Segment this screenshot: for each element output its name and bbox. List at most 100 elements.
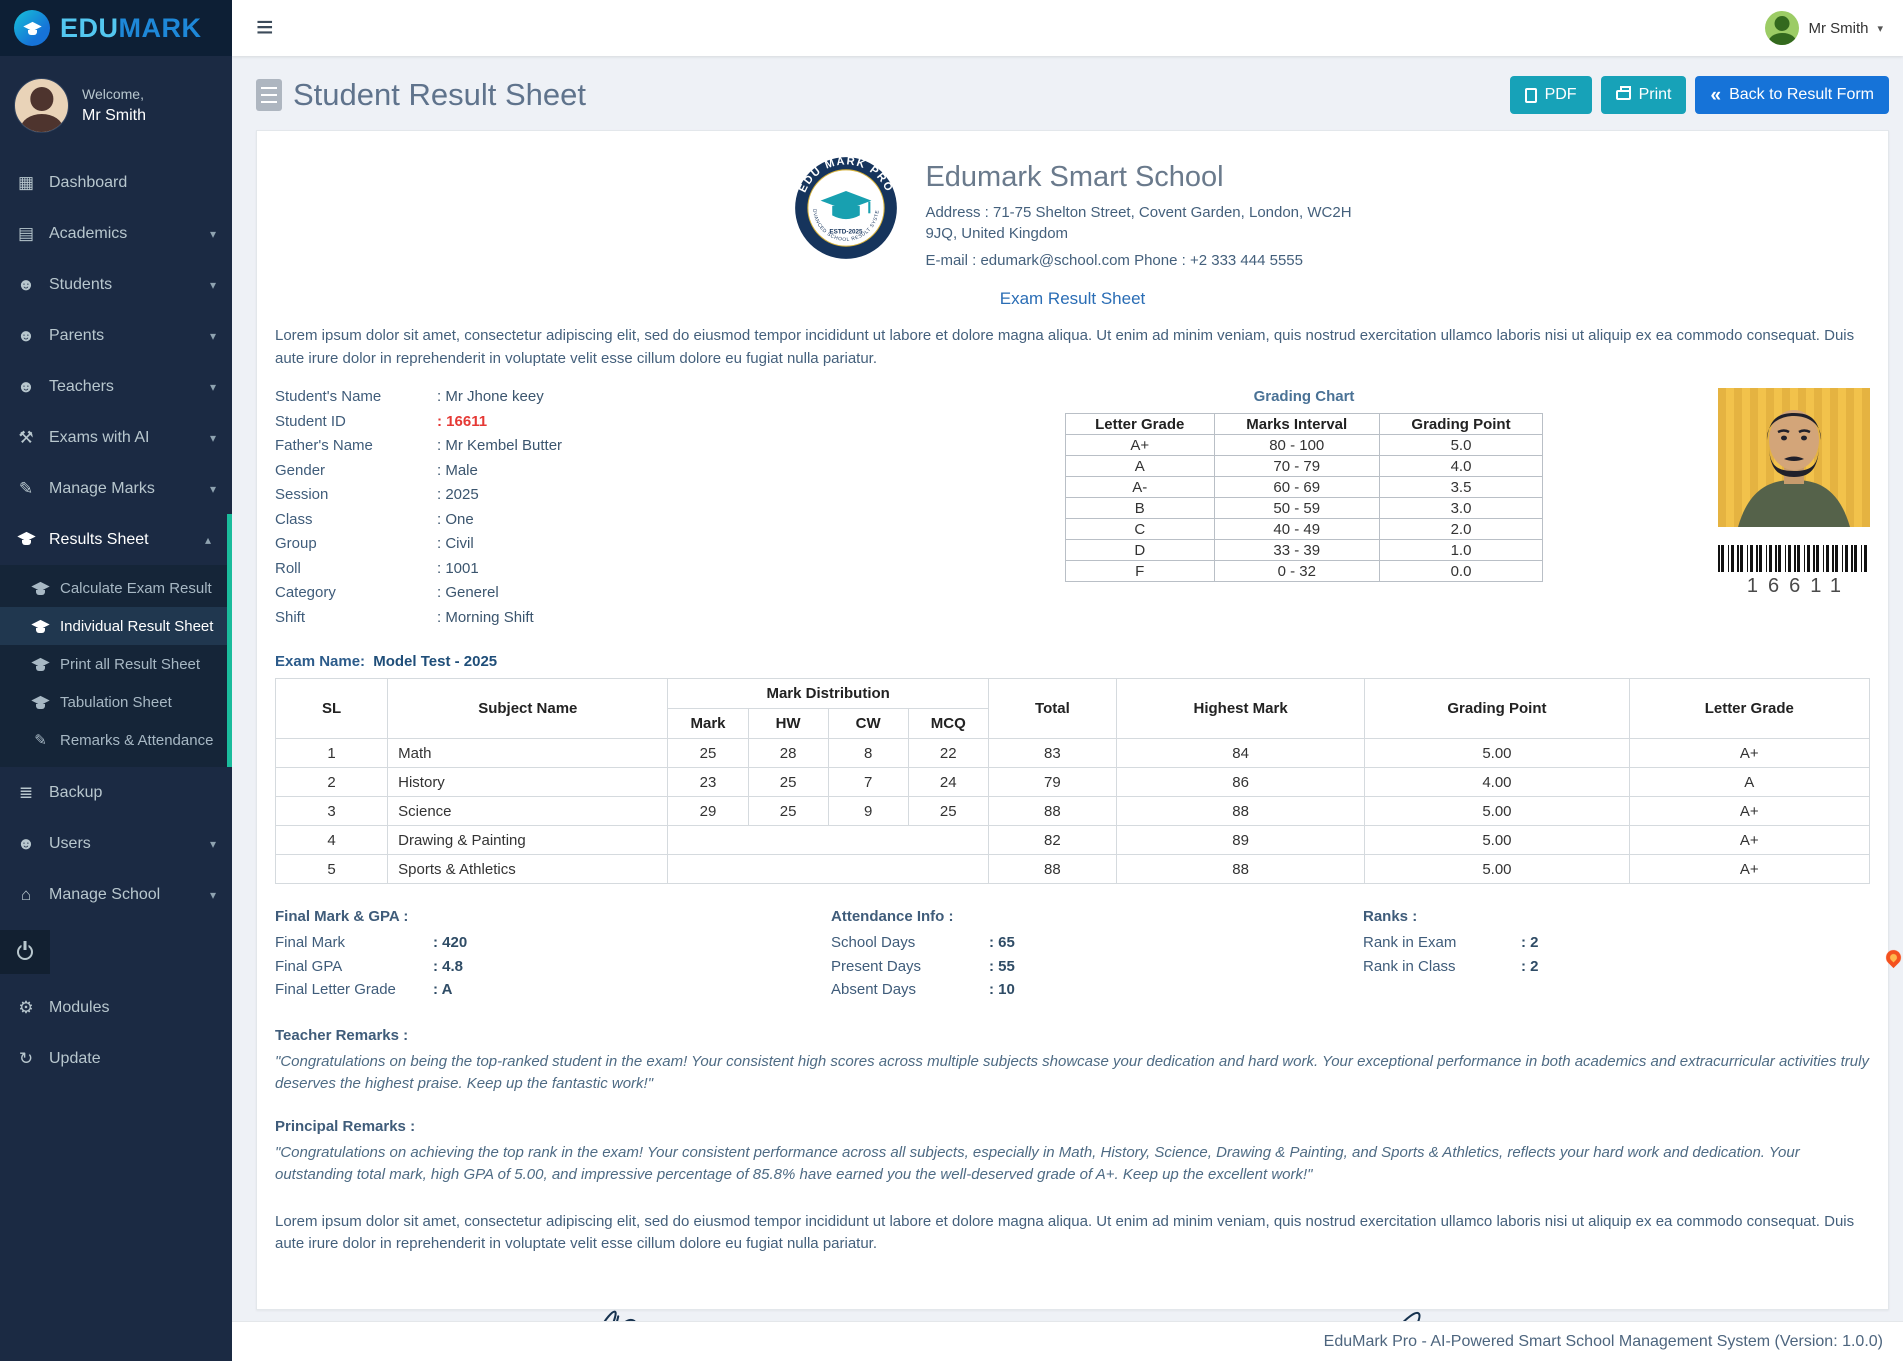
topbar: ≡ Mr Smith ▾ <box>232 0 1903 56</box>
summary-item: School Days: 65 <box>831 934 1015 951</box>
grading-row: B 50 - 59 3.0 <box>1065 497 1544 519</box>
brand-logo[interactable]: EDUMARK <box>0 0 232 56</box>
teacher-signature-block: Teacher Signature <box>547 1294 717 1321</box>
logout-power-button[interactable] <box>0 930 50 974</box>
cell-letter-grade: A <box>1628 767 1871 797</box>
col-total: Total <box>987 678 1117 739</box>
principal-signature-image <box>1402 1311 1485 1321</box>
cell-subject: Science <box>387 796 669 826</box>
main-area: ≡ Mr Smith ▾ Student Result Sheet PDF Pr… <box>232 0 1903 1361</box>
sidebar-subitem-remarks-attendance[interactable]: ✎ Remarks & Attendance <box>0 721 227 759</box>
student-photo <box>1718 388 1870 527</box>
sidebar-item-users[interactable]: ☻ Users ▾ <box>0 818 232 869</box>
sidebar-subitem-tabulation-sheet[interactable]: Tabulation Sheet <box>0 683 227 721</box>
results-table: SL Subject Name Mark Distribution Total … <box>274 678 1871 884</box>
cell-letter-grade: A+ <box>1628 738 1871 768</box>
sidebar-item-label: Users <box>49 834 91 852</box>
col-cw: CW <box>827 708 909 739</box>
sidebar-item-parents[interactable]: ☻ Parents ▾ <box>0 310 232 361</box>
cell-letter-grade: A+ <box>1628 796 1871 826</box>
results-sheet-submenu: Calculate Exam Result Individual Result … <box>0 565 227 767</box>
school-logo-estd-text: ESTD-2025 <box>830 228 864 235</box>
cell-total: 83 <box>987 738 1117 768</box>
sidebar-subitem-label: Calculate Exam Result <box>60 579 212 597</box>
sidebar-item-label: Parents <box>49 326 105 344</box>
cell-sl: 5 <box>274 854 389 884</box>
refresh-icon: ↻ <box>18 1048 34 1068</box>
result-row: 4 Drawing & Painting 82 89 5.00 A+ <box>274 825 1871 855</box>
pdf-button[interactable]: PDF <box>1509 76 1592 114</box>
cell-total: 79 <box>987 767 1117 797</box>
grading-row: A- 60 - 69 3.5 <box>1065 476 1544 498</box>
cell-mark: 23 <box>667 767 749 797</box>
cell-sl: 2 <box>274 767 389 797</box>
grading-row: A 70 - 79 4.0 <box>1065 455 1544 477</box>
database-icon: ≣ <box>18 782 34 802</box>
students-icon: ☻ <box>17 274 35 294</box>
sidebar-item-label: Manage School <box>49 885 161 903</box>
print-button[interactable]: Print <box>1600 76 1687 114</box>
sidebar-subitem-label: Remarks & Attendance <box>60 731 214 749</box>
cell-subject: Math <box>387 738 669 768</box>
graduation-cap-icon <box>24 22 41 35</box>
student-field: Gender: Male <box>275 461 478 479</box>
book-icon: ▤ <box>17 223 35 243</box>
sidebar-item-exams-with-ai[interactable]: ⚒ Exams with AI ▾ <box>0 412 232 463</box>
topbar-user-menu[interactable]: Mr Smith ▾ <box>1765 11 1883 45</box>
tools-icon: ⚒ <box>18 427 34 447</box>
sidebar-subitem-calculate-exam-result[interactable]: Calculate Exam Result <box>0 569 227 607</box>
sidebar-item-label: Teachers <box>49 377 114 395</box>
cell-distribution-empty <box>667 825 989 855</box>
student-field: Group: Civil <box>275 535 474 552</box>
sidebar-item-students[interactable]: ☻ Students ▾ <box>0 259 232 310</box>
sidebar-menu: ▦ Dashboard ▤ Academics ▾ ☻ Students ▾ ☻… <box>0 157 232 1361</box>
sidebar-item-dashboard[interactable]: ▦ Dashboard <box>0 157 232 208</box>
sheet-title: Exam Result Sheet <box>999 289 1146 308</box>
sidebar-item-teachers[interactable]: ☻ Teachers ▾ <box>0 361 232 412</box>
chevron-down-icon: ▾ <box>209 328 216 343</box>
col-hw: HW <box>747 708 829 739</box>
cell-total: 82 <box>987 825 1117 855</box>
cell-hw: 28 <box>747 738 829 768</box>
logo-cap-base <box>832 205 861 220</box>
col-mark-distribution: Mark Distribution <box>667 678 989 709</box>
chevron-down-icon: ▾ <box>209 887 216 902</box>
summary-item: Final Mark: 420 <box>275 934 468 951</box>
teacher-remarks-text: "Congratulations on being the top-ranked… <box>275 1052 1869 1093</box>
student-field: Session: 2025 <box>275 486 479 503</box>
sidebar-item-backup[interactable]: ≣ Backup <box>0 767 232 818</box>
sidebar-item-label: Dashboard <box>49 173 128 191</box>
chevron-down-icon: ▾ <box>1877 22 1883 35</box>
sidebar-subitem-individual-result-sheet[interactable]: Individual Result Sheet <box>0 607 227 645</box>
back-to-result-form-button[interactable]: « Back to Result Form <box>1695 76 1889 114</box>
sidebar-item-academics[interactable]: ▤ Academics ▾ <box>0 208 232 259</box>
cell-mark: 25 <box>667 738 749 768</box>
student-barcode <box>1718 545 1870 572</box>
sidebar-item-modules[interactable]: ⚙ Modules <box>0 982 232 1033</box>
sidebar-item-manage-school[interactable]: ⌂ Manage School ▾ <box>0 869 232 920</box>
result-sheet-card: EDU MARK PRO ADVANCED SCHOOL RESULT SYST… <box>256 130 1889 1321</box>
sidebar-user-avatar <box>14 78 69 133</box>
col-letter-grade: Letter Grade <box>1065 413 1215 435</box>
content-area: Student Result Sheet PDF Print « Back to… <box>232 56 1903 1321</box>
cell-grading-point: 4.00 <box>1364 767 1630 797</box>
sidebar-subitem-print-all-result-sheet[interactable]: Print all Result Sheet <box>0 645 227 683</box>
chevron-down-icon: ▾ <box>209 481 216 496</box>
brand-logo-text: EDUMARK <box>60 12 202 43</box>
summary-item: Present Days: 55 <box>831 957 1015 975</box>
hamburger-menu-icon[interactable]: ≡ <box>256 11 274 44</box>
grading-row: C 40 - 49 2.0 <box>1065 518 1544 540</box>
student-field: Class: One <box>275 510 474 528</box>
col-mcq: MCQ <box>907 708 989 739</box>
student-fields: Student's Name: Mr Jhone keey Student ID… <box>275 388 1065 633</box>
student-field: Roll: 1001 <box>275 559 479 577</box>
col-letter-grade: Letter Grade <box>1628 678 1871 739</box>
sidebar-item-results-sheet[interactable]: Results Sheet ▴ <box>0 514 227 565</box>
sidebar-item-update[interactable]: ↻ Update <box>0 1033 232 1084</box>
sidebar-user-panel: Welcome, Mr Smith <box>0 56 232 157</box>
school-address-line2: 9JQ, United Kingdom <box>925 225 1069 242</box>
cell-distribution-empty <box>667 854 989 884</box>
sidebar-item-manage-marks[interactable]: ✎ Manage Marks ▾ <box>0 463 232 514</box>
grading-chart: Grading Chart Letter Grade Marks Interva… <box>1065 388 1544 633</box>
summary-item: Absent Days: 10 <box>831 981 1015 998</box>
